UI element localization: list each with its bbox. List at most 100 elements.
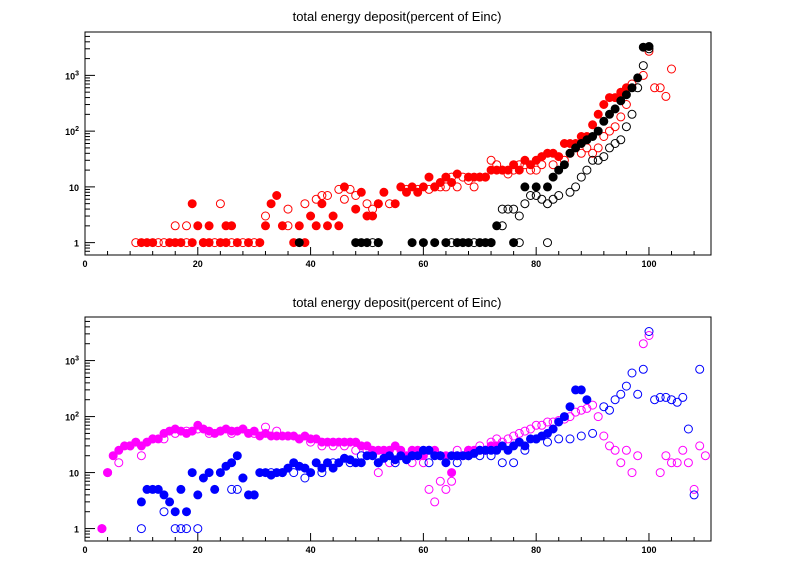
x-tick-label: 60: [418, 259, 428, 269]
data-point: [621, 90, 631, 100]
plot-frame: [84, 31, 712, 256]
data-point: [182, 426, 191, 436]
data-point: [379, 187, 389, 197]
data-point: [520, 426, 530, 436]
data-point: [509, 165, 519, 175]
data-point: [317, 468, 327, 478]
data-point: [655, 392, 665, 402]
data-point: [616, 96, 626, 106]
data-point: [356, 458, 366, 468]
data-point: [469, 238, 479, 248]
data-point: [610, 445, 620, 455]
data-point: [266, 468, 276, 478]
data-point: [599, 431, 609, 441]
data-point: [452, 182, 462, 192]
data-point: [582, 165, 592, 175]
data-point: [435, 451, 445, 461]
data-point: [187, 199, 197, 209]
series-3: [368, 44, 654, 248]
data-point: [159, 490, 169, 500]
data-point: [97, 524, 107, 534]
data-point: [227, 458, 237, 468]
data-point: [125, 441, 135, 451]
data-point: [531, 165, 541, 175]
data-point: [368, 211, 378, 221]
data-point: [480, 172, 490, 182]
data-point: [176, 484, 186, 494]
data-point: [215, 426, 225, 436]
x-tick-label: 60: [418, 545, 428, 555]
data-point: [447, 238, 457, 248]
data-point: [447, 172, 457, 182]
data-point: [435, 476, 445, 486]
data-point: [514, 238, 524, 248]
data-point: [520, 182, 530, 192]
data-point: [582, 395, 592, 405]
data-point: [469, 182, 479, 192]
data-point: [644, 44, 654, 54]
data-point: [108, 451, 118, 461]
data-point: [605, 126, 614, 136]
data-point: [503, 204, 513, 214]
data-point: [543, 437, 552, 447]
data-point: [407, 238, 417, 248]
top-chart-panel: total energy deposit(percent of Einc) 0 2…: [65, 9, 712, 269]
series-3: [136, 327, 705, 534]
data-point: [610, 395, 620, 405]
data-point: [249, 426, 259, 436]
data-point: [328, 211, 338, 221]
data-point: [537, 160, 547, 170]
data-point: [402, 187, 411, 197]
data-point: [390, 458, 400, 468]
data-point: [232, 484, 242, 494]
data-point: [368, 451, 378, 461]
data-point: [638, 364, 648, 374]
data-point: [159, 238, 169, 248]
data-point: [683, 424, 693, 434]
y-tick-label: 10: [69, 469, 79, 479]
data-point: [475, 172, 485, 182]
data-point: [351, 204, 361, 214]
data-point: [605, 441, 614, 451]
data-point: [672, 397, 682, 407]
data-point: [215, 468, 225, 478]
data-point: [621, 445, 631, 455]
data-point: [548, 194, 558, 204]
data-point: [193, 424, 203, 434]
data-point: [655, 468, 665, 478]
data-point: [204, 221, 214, 231]
data-point: [633, 389, 643, 399]
data-point: [424, 184, 434, 194]
data-point: [599, 152, 609, 162]
data-point: [486, 451, 496, 461]
data-point: [531, 420, 541, 430]
data-point: [464, 176, 473, 185]
data-point: [593, 155, 603, 165]
data-point: [277, 468, 287, 478]
data-point: [261, 422, 270, 432]
data-point: [531, 182, 541, 192]
data-point: [616, 389, 626, 399]
data-point: [678, 445, 688, 455]
data-point: [136, 497, 146, 507]
data-point: [182, 238, 191, 248]
data-point: [373, 468, 383, 478]
data-point: [339, 441, 349, 451]
data-point: [599, 100, 609, 109]
x-tick-label: 0: [82, 545, 87, 555]
y-tick-label: 1: [74, 525, 79, 535]
y-tick-label: 102: [65, 126, 79, 137]
data-point: [599, 116, 609, 126]
data-point: [306, 468, 316, 478]
data-point: [261, 221, 270, 231]
data-point: [520, 160, 530, 170]
data-point: [441, 182, 451, 192]
data-point: [543, 417, 552, 427]
data-point: [492, 434, 502, 444]
data-point: [227, 221, 237, 231]
data-point: [576, 148, 586, 158]
data-point: [345, 184, 355, 194]
data-point: [543, 199, 552, 209]
data-point: [368, 238, 378, 248]
data-point: [509, 458, 519, 468]
